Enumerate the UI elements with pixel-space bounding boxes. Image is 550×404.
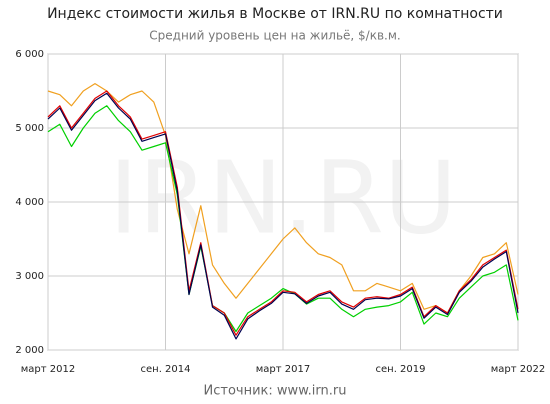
x-tick-label: сен. 2019 xyxy=(376,364,426,375)
chart-title: Индекс стоимости жилья в Москве от IRN.R… xyxy=(47,6,503,22)
y-tick-label: 5 000 xyxy=(15,123,44,134)
y-tick-label: 3 000 xyxy=(15,271,44,282)
y-tick-label: 2 000 xyxy=(15,345,44,356)
x-tick-label: март 2017 xyxy=(256,364,310,375)
x-tick-label: март 2012 xyxy=(21,364,75,375)
y-tick-label: 6 000 xyxy=(15,49,44,60)
x-tick-label: март 2022 xyxy=(491,364,545,375)
chart-subtitle: Средний уровень цен на жильё, $/кв.м. xyxy=(149,29,400,43)
source-note: Источник: www.irn.ru xyxy=(204,384,347,399)
series-line xyxy=(47,90,519,336)
y-tick-label: 4 000 xyxy=(15,197,44,208)
x-tick-label: сен. 2014 xyxy=(141,364,191,375)
series-line xyxy=(47,92,519,340)
series-line xyxy=(47,105,519,333)
